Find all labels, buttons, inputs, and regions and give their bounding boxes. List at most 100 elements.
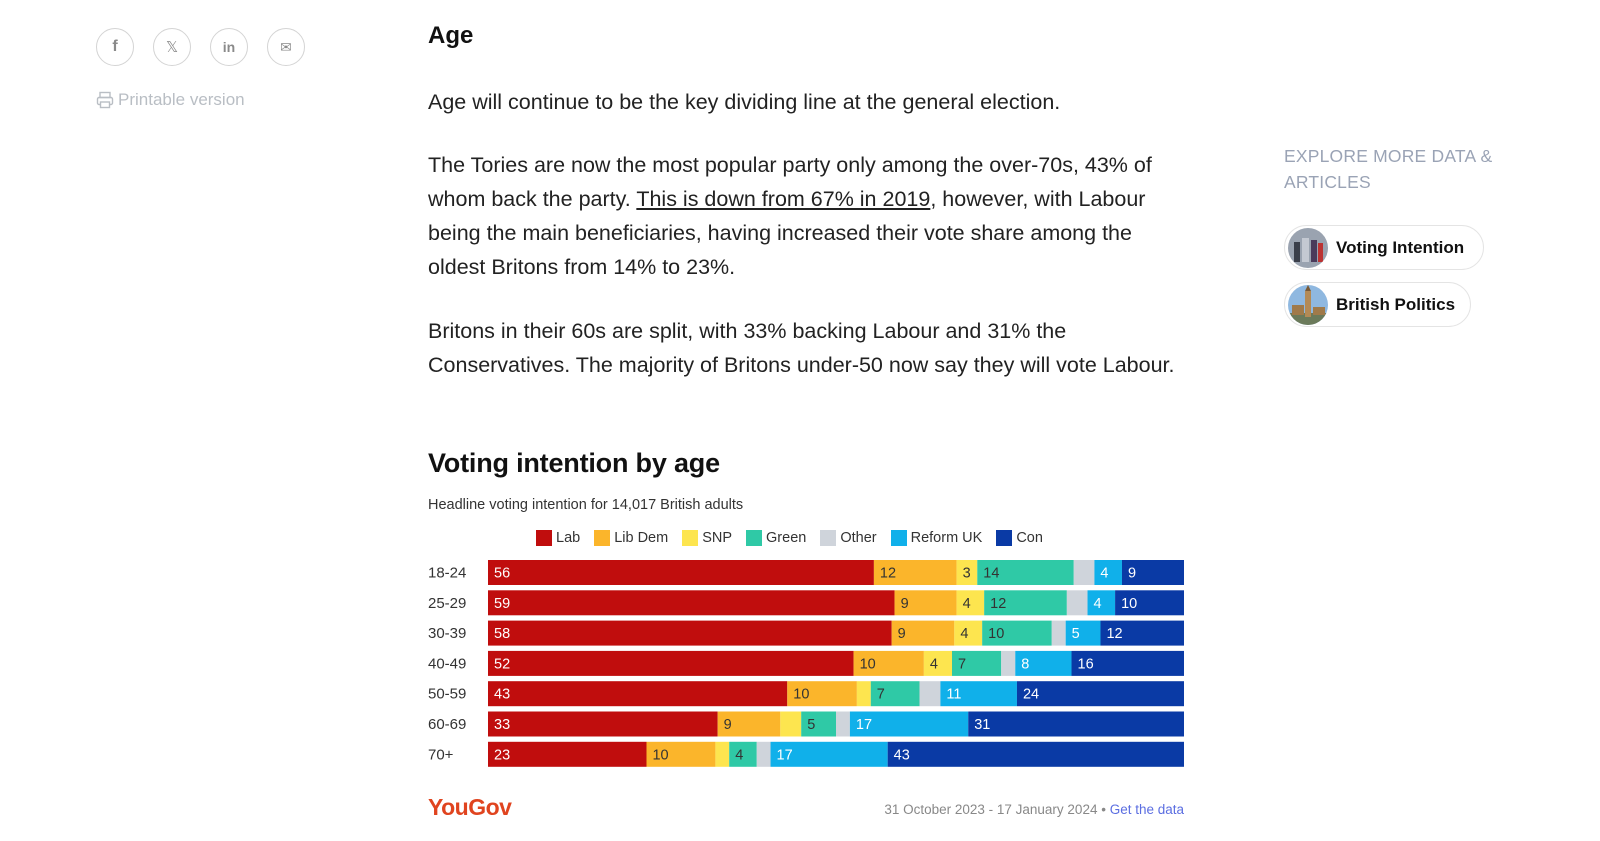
british-politics-label: British Politics [1336, 294, 1456, 314]
chart-source: 31 October 2023 - 17 January 2024 • Get … [884, 802, 1184, 817]
british-politics-pill[interactable]: British Politics [1284, 282, 1471, 327]
printer-icon [96, 91, 114, 109]
bar-value-label: 4 [930, 656, 938, 672]
bar-segment [891, 620, 955, 646]
share-bar: f 𝕏 in ✉ [96, 28, 305, 66]
bar-value-label: 10 [793, 687, 809, 703]
linkedin-icon: in [222, 39, 236, 55]
down-from-2019-link[interactable]: This is down from 67% in 2019 [636, 187, 931, 211]
bar-segment [1100, 620, 1184, 646]
legend-item-libdem: Lib Dem [594, 530, 668, 546]
mail-icon: ✉ [280, 38, 292, 55]
get-the-data-link[interactable]: Get the data [1109, 802, 1184, 817]
legend-label: Lib Dem [614, 530, 669, 546]
bar-segment [1071, 650, 1184, 676]
bar-segment [646, 741, 716, 767]
bar-segment [849, 711, 969, 737]
bar-segment [1121, 560, 1184, 585]
bar-value-label: 10 [1121, 596, 1137, 612]
bar-segment [977, 560, 1074, 585]
bar-value-label: 8 [1021, 656, 1029, 672]
bar-segment [488, 711, 718, 737]
bar-value-label: 31 [974, 717, 990, 733]
category-label: 70+ [428, 746, 454, 763]
bar-segment [856, 681, 871, 707]
bar-segment [488, 650, 854, 676]
legend-swatch [536, 530, 552, 546]
bar-segment [1016, 681, 1184, 707]
x-share-button[interactable]: 𝕏 [153, 28, 191, 66]
bar-value-label: 12 [880, 566, 896, 582]
bar-segment [729, 741, 757, 767]
facebook-share-button[interactable]: f [96, 28, 134, 66]
voting-intention-thumbnail [1288, 227, 1328, 268]
explore-more-heading: EXPLORE MORE DATA & ARTICLES [1284, 146, 1493, 192]
bar-segment [1087, 590, 1116, 616]
bar-segment [1066, 590, 1088, 616]
bar-segment [488, 590, 895, 616]
email-share-button[interactable]: ✉ [267, 28, 305, 66]
bar-value-label: 3 [963, 566, 971, 582]
legend-swatch [820, 530, 837, 546]
category-label: 18-24 [428, 565, 466, 582]
bar-segment [715, 741, 730, 767]
bar-value-label: 10 [652, 747, 668, 763]
legend-label: Lab [556, 530, 581, 546]
bar-value-label: 9 [724, 717, 732, 733]
bar-value-label: 10 [988, 626, 1004, 642]
legend-label: Con [1016, 530, 1043, 546]
bar-segment [873, 560, 957, 585]
bar-segment [1051, 620, 1066, 646]
bar-segment [488, 681, 788, 707]
bar-segment [488, 560, 874, 585]
bar-segment [1015, 650, 1072, 676]
bar-value-label: 56 [494, 566, 510, 582]
linkedin-share-button[interactable]: in [210, 28, 248, 66]
legend-item-con: Con [996, 530, 1043, 546]
voting-intention-label: Voting Intention [1336, 237, 1465, 257]
bar-segment [787, 681, 857, 707]
legend-label: Other [840, 530, 877, 546]
bar-segment [956, 560, 978, 585]
category-label: 40-49 [428, 655, 466, 672]
bar-value-label: 17 [777, 747, 793, 763]
bar-segment [756, 741, 771, 767]
bar-value-label: 16 [1078, 656, 1094, 672]
paragraph-3: Britons in their 60s are split, with 33%… [428, 319, 1175, 377]
paragraph-2-start: The Tories are now the most popular part… [428, 153, 1152, 211]
bar-segment [488, 741, 647, 767]
bar-value-label: 9 [898, 626, 906, 642]
chart-title: Voting intention by age [428, 448, 720, 478]
bar-segment [952, 650, 1002, 676]
chart-legend: Lab Lib Dem SNP Green Other Reform UK Co… [536, 530, 1043, 546]
legend-item-green: Green [746, 530, 806, 546]
legend-swatch [682, 530, 699, 546]
bar-segment [801, 711, 836, 737]
bar-value-label: 52 [494, 656, 510, 672]
legend-label: Green [766, 530, 807, 546]
x-icon: 𝕏 [165, 39, 179, 56]
bar-value-label: 5 [807, 717, 815, 733]
bar-segment [1094, 560, 1122, 585]
bar-value-label: 9 [901, 596, 909, 612]
bar-segment [894, 590, 957, 616]
bar-value-label: 7 [958, 656, 966, 672]
printable-version-link[interactable]: Printable version [96, 90, 245, 110]
bar-value-label: 43 [494, 687, 510, 703]
legend-swatch [996, 530, 1013, 546]
section-heading: Age [428, 22, 474, 49]
bar-segment [870, 681, 920, 707]
bar-segment [954, 620, 983, 646]
legend-label: Reform UK [910, 530, 983, 546]
printable-version-label: Printable version [118, 90, 245, 109]
bar-value-label: 4 [1100, 566, 1108, 582]
bar-value-label: 7 [877, 687, 885, 703]
legend-item-reform: Reform UK [890, 530, 983, 546]
bar-segment [836, 711, 850, 737]
bar-value-label: 12 [990, 596, 1006, 612]
bar-value-label: 11 [946, 687, 961, 703]
bar-segment [488, 620, 892, 646]
bar-value-label: 12 [1106, 626, 1122, 642]
bar-segment [770, 741, 888, 767]
voting-intention-pill[interactable]: Voting Intention [1284, 225, 1484, 270]
